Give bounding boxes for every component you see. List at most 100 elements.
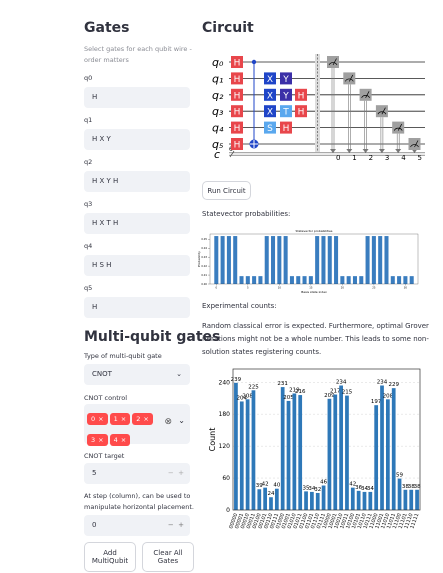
tag[interactable]: 1 × <box>109 413 131 425</box>
x-tick-label: 10110 <box>357 513 368 530</box>
gate <box>295 88 307 101</box>
select[interactable]: CNOT ⌄ <box>84 364 190 385</box>
stepper[interactable]: − + <box>167 469 184 477</box>
input-value: 0 <box>92 521 97 529</box>
value-label: 40 <box>273 483 280 489</box>
classical-label: c <box>214 148 220 161</box>
gate <box>231 88 243 101</box>
qubit-label: q₃ <box>212 105 224 118</box>
tag-value: 3 <box>91 436 96 444</box>
meter <box>377 107 387 115</box>
label: q4 <box>84 242 93 250</box>
button[interactable]: Clear All Gates <box>142 542 194 572</box>
y-tick-label: 0.01 <box>201 273 207 277</box>
y-tick-label: 0.03 <box>201 255 207 259</box>
x-tick-label: 10 <box>278 286 282 290</box>
value-label: 219 <box>289 387 300 393</box>
bar <box>271 236 276 284</box>
multiselect[interactable]: 0 × 1 × 2 ×3 × 4 × ⊗ ⌄ <box>84 404 190 446</box>
tag[interactable]: 0 × <box>87 413 108 425</box>
text-input[interactable]: H X Y <box>84 129 190 150</box>
bar <box>345 395 349 510</box>
bar <box>292 393 297 510</box>
x-tick-label: 01110 <box>310 513 321 530</box>
tag[interactable]: 3 × <box>87 434 108 446</box>
bar <box>365 236 370 284</box>
y-tick-label: 240 <box>219 379 231 386</box>
bar <box>352 276 357 284</box>
bar <box>397 478 402 510</box>
bar <box>245 399 250 510</box>
button[interactable]: Run Circuit <box>202 181 251 200</box>
x-tick-label: 01011 <box>293 513 304 530</box>
value-label: 34 <box>361 486 368 492</box>
bar <box>234 382 238 510</box>
bar <box>327 398 332 510</box>
gate-label: H <box>234 75 241 85</box>
value-label: 204 <box>237 395 248 401</box>
bar <box>226 236 231 284</box>
value-label: 215 <box>342 390 353 396</box>
gate <box>231 121 243 134</box>
gate <box>295 105 307 118</box>
value-label: 234 <box>377 379 388 385</box>
bar <box>350 487 355 510</box>
y-axis-label: Probability <box>197 251 201 267</box>
bar <box>304 491 308 510</box>
x-tick-label: 11010 <box>380 513 391 530</box>
input-value: 5 <box>92 469 97 477</box>
tags: 0 × 1 × 2 × 3 × 4 × <box>84 404 168 450</box>
tag[interactable]: 4 × <box>109 434 131 446</box>
input-value: H X Y <box>92 135 111 143</box>
x-tick-label: 10010 <box>333 513 344 530</box>
label: Experimental counts: <box>202 302 277 310</box>
bar <box>346 276 351 284</box>
gate-label: H <box>234 59 241 69</box>
measure-arrow <box>395 149 402 153</box>
bar <box>289 276 294 284</box>
x-tick-label: 11110 <box>404 513 415 530</box>
input-value: H <box>92 303 98 311</box>
gate <box>264 88 276 101</box>
x-tick-label: 11100 <box>392 513 403 530</box>
measure <box>375 105 388 118</box>
y-tick-label: 0.00 <box>201 282 207 286</box>
text-input[interactable]: H <box>84 297 190 318</box>
text-input[interactable]: H S H <box>84 255 190 276</box>
bar <box>334 236 339 284</box>
bit-index: 4 <box>401 154 406 162</box>
text-input[interactable]: H <box>84 87 190 108</box>
button[interactable]: Add MultiQubit <box>84 542 136 572</box>
text-input[interactable]: H X Y H <box>84 171 190 192</box>
label: q2 <box>84 158 93 166</box>
multi-title: Multi-qubit gates <box>84 329 221 345</box>
bar <box>359 276 364 284</box>
x-tick-label: 00000 <box>228 513 239 530</box>
bar <box>333 394 338 510</box>
tag[interactable]: 2 × <box>132 413 153 425</box>
gate <box>280 72 292 85</box>
number-input[interactable]: 5 − + <box>84 463 190 484</box>
bar <box>239 276 244 284</box>
x-tick-label: 01111 <box>316 513 327 530</box>
bar <box>251 390 256 510</box>
number-input[interactable]: 0 − + <box>84 515 190 536</box>
clear-icon[interactable]: ⊗ <box>164 417 172 427</box>
x-tick-label: 01100 <box>298 513 309 530</box>
chart-title: Statevector probabilities <box>296 229 333 233</box>
bar <box>385 399 390 510</box>
label: CNOT control <box>84 394 128 402</box>
gate-label: H <box>234 124 241 134</box>
x-tick-label: 00001 <box>234 513 245 530</box>
bar <box>277 236 282 284</box>
stepper[interactable]: − + <box>167 521 184 529</box>
x-tick-label: 30 <box>404 286 408 290</box>
gate-label: T <box>282 108 289 118</box>
gate <box>231 105 243 118</box>
value-label: 32 <box>314 487 321 493</box>
text-input[interactable]: H X T H <box>84 213 190 234</box>
value-label: 35 <box>303 485 310 491</box>
bar <box>356 490 361 510</box>
measure-arrow <box>346 149 353 153</box>
